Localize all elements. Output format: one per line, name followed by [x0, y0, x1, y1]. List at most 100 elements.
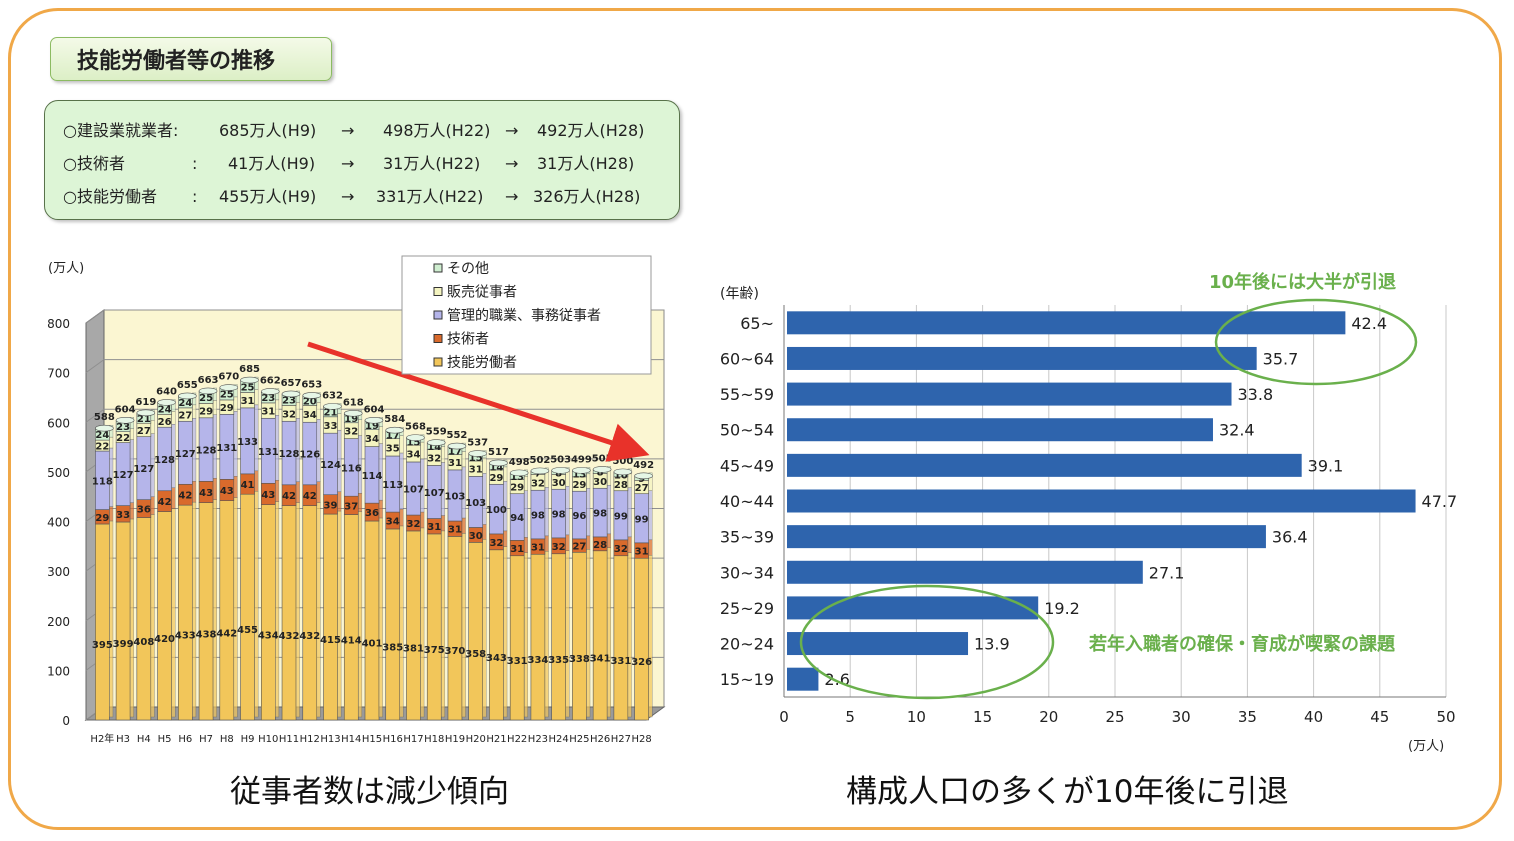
data-label: 23	[282, 396, 296, 407]
x-tick-label: H7	[199, 734, 213, 745]
data-label: 128	[279, 449, 300, 460]
data-label: 100	[486, 505, 507, 516]
y-tick-label: 65~	[740, 314, 774, 333]
data-label: 25	[241, 382, 255, 393]
x-tick-label: H25	[569, 734, 589, 745]
data-label: 99	[614, 511, 628, 522]
legend-label: その他	[447, 261, 489, 277]
data-label: 36	[137, 505, 151, 516]
data-label: 19	[344, 414, 358, 425]
total-label: 498	[509, 457, 530, 468]
data-label: 133	[237, 437, 258, 448]
data-label: 96	[572, 511, 586, 522]
data-label: 98	[552, 510, 566, 521]
legend-box	[401, 255, 652, 375]
data-label: 20	[303, 396, 317, 407]
data-label: 31	[448, 458, 462, 469]
x-tick-label: H15	[362, 734, 382, 745]
data-label: 128	[196, 446, 217, 457]
total-label: 685	[239, 364, 260, 375]
data-label: 32.4	[1219, 421, 1255, 440]
legend-label: 技能労働者	[447, 355, 517, 371]
data-label: 32	[489, 538, 503, 549]
data-label: 370	[445, 646, 466, 657]
data-label: 414	[341, 635, 362, 646]
summary-h9: 455万人(H9)	[219, 187, 317, 206]
data-label: 338	[569, 654, 590, 665]
data-label: 420	[154, 634, 175, 645]
bar	[787, 311, 1346, 335]
total-label: 604	[364, 404, 385, 415]
data-label: 24	[178, 398, 192, 409]
x-tick-label: H9	[241, 734, 255, 745]
data-label: 17	[386, 430, 400, 441]
data-label: 29	[199, 407, 213, 418]
data-label: 99	[635, 514, 649, 525]
x-tick-label: 15	[973, 708, 992, 726]
x-tick-label: H18	[424, 734, 444, 745]
data-label: 23	[261, 393, 275, 404]
bar	[787, 418, 1213, 442]
summary-label: ○建設業就業者:	[63, 121, 179, 140]
data-label: 116	[341, 463, 362, 474]
data-label: 33	[116, 510, 130, 521]
data-label: 98	[531, 511, 545, 522]
summary-separator: :	[192, 187, 198, 206]
data-label: 19	[365, 421, 379, 432]
data-label: 331	[507, 656, 528, 667]
data-label: 21	[137, 414, 151, 425]
x-tick-label: H13	[320, 734, 340, 745]
bar	[787, 346, 1257, 370]
bar	[787, 489, 1416, 513]
bar	[787, 453, 1302, 477]
x-tick-label: 20	[1039, 708, 1058, 726]
y-tick-label: 15~19	[720, 670, 774, 689]
bar-cap	[468, 450, 488, 457]
data-label: 334	[527, 655, 548, 666]
data-label: 2.6	[824, 670, 849, 689]
summary-h22: 31万人(H22)	[383, 154, 481, 173]
x-tick-label: H11	[279, 734, 299, 745]
data-label: 17	[448, 446, 462, 457]
data-label: 438	[196, 629, 217, 640]
summary-h28: 492万人(H28)	[537, 121, 645, 140]
y-tick-label: 0	[62, 714, 70, 728]
bar-cap	[157, 399, 176, 406]
y-tick-label: 55~59	[720, 385, 774, 404]
data-label: 31	[241, 396, 255, 407]
data-label: 131	[258, 447, 279, 458]
y-tick-label: 60~64	[720, 349, 774, 368]
bar-cap	[613, 468, 633, 476]
y-tick-label: 500	[47, 466, 70, 480]
data-label: 29	[95, 513, 109, 524]
bar-cap	[178, 392, 197, 400]
y-tick-label: 200	[47, 615, 70, 629]
y-tick-label: 30~34	[720, 563, 774, 582]
total-label: 640	[156, 386, 177, 397]
x-tick-label: 30	[1172, 708, 1191, 726]
bar-cap	[551, 467, 570, 474]
data-label: 22	[95, 442, 109, 453]
x-tick-label: H3	[116, 734, 130, 745]
caption-right: 構成人口の多くが10年後に引退	[846, 774, 1289, 810]
x-tick-label: H16	[383, 734, 403, 745]
data-label: 43	[261, 490, 275, 501]
legend-swatch	[433, 263, 443, 273]
data-label: 32	[614, 544, 628, 555]
data-label: 343	[486, 653, 507, 664]
y-axis-title: (年齢)	[720, 286, 759, 302]
workers-stacked-bar-chart: 0100200300400500600700800(万人)39529118222…	[47, 255, 666, 745]
x-tick-label: H24	[549, 734, 569, 745]
data-label: 35	[386, 443, 400, 454]
data-label: 36.4	[1272, 528, 1308, 547]
data-label: 103	[465, 498, 486, 509]
x-tick-label: H17	[403, 734, 423, 745]
y-tick-label: 700	[47, 367, 70, 381]
data-label: 127	[175, 449, 196, 460]
data-label: 432	[279, 631, 300, 642]
data-label: 30	[552, 478, 566, 489]
data-label: 415	[320, 635, 341, 646]
data-label: 335	[548, 655, 569, 666]
data-label: 13.9	[974, 635, 1010, 654]
